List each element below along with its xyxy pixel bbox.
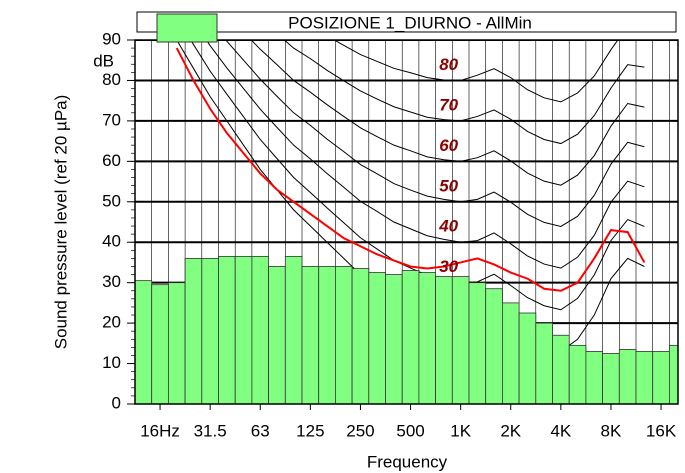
bar <box>418 272 436 404</box>
loudness-contour <box>190 40 645 311</box>
x-tick-label: 16K <box>646 421 677 440</box>
bar <box>218 255 236 404</box>
bar <box>401 270 420 404</box>
bar <box>234 255 253 404</box>
bar <box>568 344 587 404</box>
y-axis-label: Sound pressure level (ref 20 µPa) <box>51 95 70 350</box>
x-tick-label: 63 <box>251 421 270 440</box>
x-tick-label: 16Hz <box>140 421 180 440</box>
contour-label: 60 <box>439 136 458 155</box>
loudness-contour <box>333 40 619 103</box>
bar <box>385 274 403 404</box>
loudness-contour <box>283 40 645 145</box>
bar <box>518 312 537 404</box>
bar <box>368 272 386 404</box>
contour-label: 50 <box>439 176 458 195</box>
bar <box>268 266 286 404</box>
bar <box>602 353 620 404</box>
y-tick-label: 80 <box>102 70 121 89</box>
bar <box>552 334 570 404</box>
y-tick-label: 50 <box>102 191 121 210</box>
x-tick-label: 4K <box>550 421 571 440</box>
loudness-contour <box>225 40 645 227</box>
bar <box>301 266 320 404</box>
contour-label: 80 <box>439 55 458 74</box>
x-tick-label: 500 <box>396 421 424 440</box>
x-tick-label: 1K <box>450 421 471 440</box>
x-tick-label: 31.5 <box>194 421 227 440</box>
bar <box>167 282 186 404</box>
plot-area <box>135 40 678 404</box>
bar <box>251 255 269 404</box>
bar <box>135 280 153 404</box>
bar <box>468 282 487 404</box>
bar <box>351 268 370 404</box>
y-unit: dB <box>93 51 114 70</box>
bar <box>535 322 553 404</box>
x-tick-label: 8K <box>601 421 622 440</box>
bar <box>485 288 503 404</box>
bar <box>501 302 520 404</box>
bar <box>635 351 654 404</box>
plot-frame <box>134 39 679 405</box>
contour-label: 40 <box>438 217 458 236</box>
bar <box>585 351 604 404</box>
legend-label: POSIZIONE 1_DIURNO - AllMin <box>288 13 532 32</box>
bar <box>284 255 303 404</box>
legend-box <box>136 11 677 33</box>
loudness-contour <box>250 40 645 186</box>
loudness-contour <box>205 40 645 269</box>
bar <box>618 348 637 404</box>
contour-label: 70 <box>439 95 458 114</box>
bar <box>201 257 219 404</box>
y-tick-label: 30 <box>102 272 121 291</box>
y-tick-label: 70 <box>102 110 121 129</box>
bar <box>451 276 470 404</box>
bar <box>184 257 203 404</box>
bar <box>318 266 336 404</box>
bar <box>669 344 678 404</box>
x-tick-label: 2K <box>500 421 521 440</box>
legend-swatch <box>156 13 218 43</box>
bar <box>435 276 453 404</box>
contour-label: 30 <box>439 257 458 276</box>
bar <box>652 351 670 404</box>
y-tick-label: 60 <box>102 151 121 170</box>
x-tick-label: 125 <box>296 421 324 440</box>
bar <box>151 284 169 404</box>
y-tick-label: 20 <box>102 313 121 332</box>
bar <box>334 266 353 404</box>
y-tick-label: 0 <box>112 393 121 412</box>
spectrum-line <box>175 47 646 292</box>
y-tick-label: 90 <box>102 29 121 48</box>
y-tick-label: 40 <box>102 232 121 251</box>
y-tick-label: 10 <box>102 353 121 372</box>
x-axis-label: Frequency <box>367 452 448 471</box>
x-tick-label: 250 <box>346 421 374 440</box>
